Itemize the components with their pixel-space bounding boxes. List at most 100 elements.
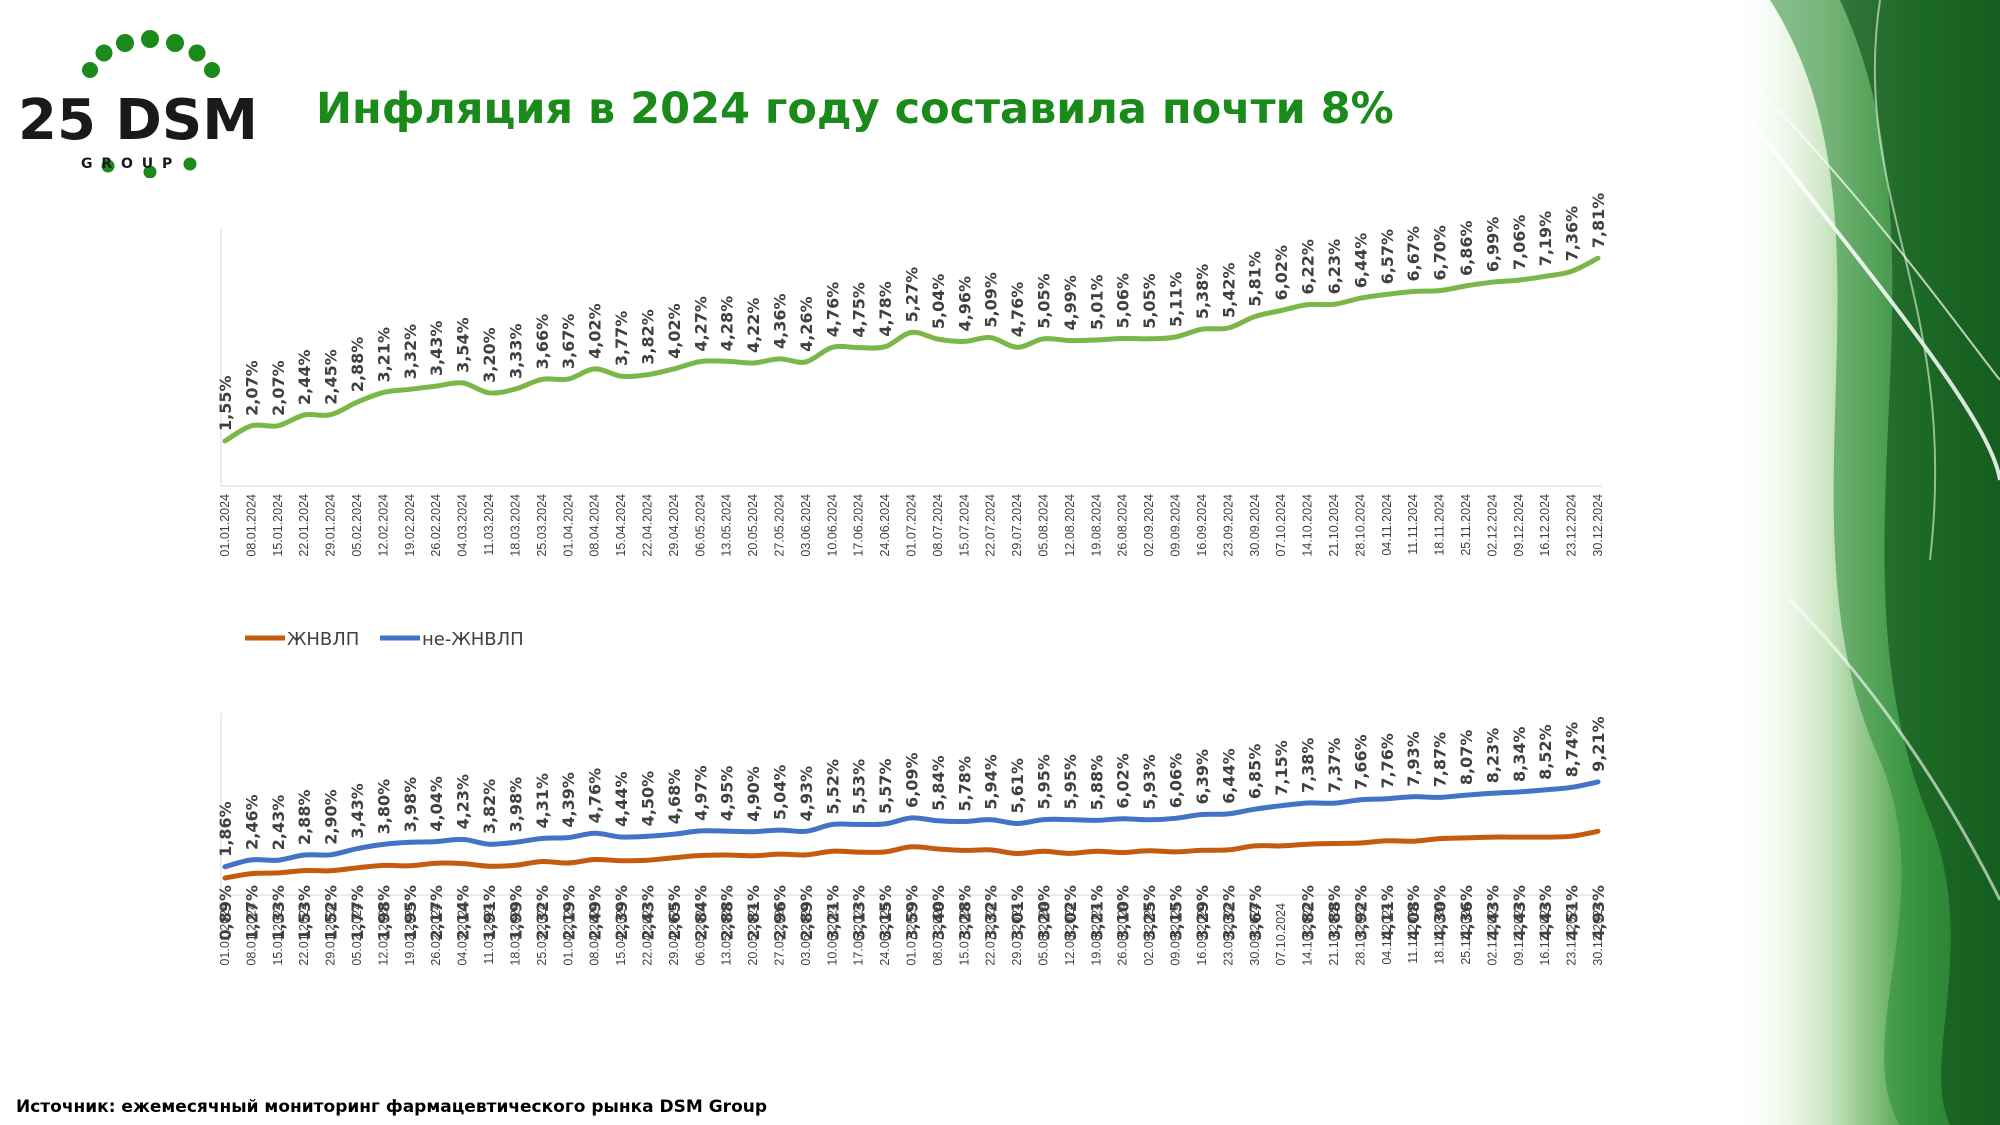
data-point bbox=[1570, 269, 1574, 273]
data-point bbox=[276, 871, 280, 875]
data-label: 3,98% bbox=[506, 777, 525, 833]
data-label: 3,67% bbox=[559, 314, 578, 370]
data-point bbox=[276, 424, 280, 428]
data-point bbox=[1332, 841, 1336, 845]
data-label: 4,95% bbox=[718, 766, 737, 822]
x-tick-label: 09.12.2024 bbox=[1512, 494, 1526, 557]
x-tick-label: 11.11.2024 bbox=[1406, 494, 1420, 555]
data-point bbox=[1042, 337, 1046, 341]
x-tick-label: 29.07.2024 bbox=[1010, 903, 1024, 966]
data-label: 5,11% bbox=[1167, 272, 1186, 328]
data-label: 4,90% bbox=[744, 766, 763, 822]
data-label: 4,31% bbox=[533, 773, 552, 829]
x-tick-label: 23.09.2024 bbox=[1221, 494, 1235, 557]
data-label: 1,95% bbox=[401, 885, 420, 941]
x-tick-label: 02.09.2024 bbox=[1142, 903, 1156, 966]
x-tick-label: 12.02.2024 bbox=[376, 494, 390, 557]
data-label: 2,89% bbox=[797, 885, 816, 941]
data-label: 2,19% bbox=[559, 885, 578, 941]
x-tick-label: 21.10.2024 bbox=[1327, 494, 1341, 557]
legend-label: не-ЖНВЛП bbox=[422, 629, 524, 650]
data-label: 6,44% bbox=[1351, 233, 1370, 289]
x-tick-label: 23.12.2024 bbox=[1565, 494, 1579, 557]
x-tick-label: 30.09.2024 bbox=[1248, 494, 1262, 557]
data-label: 3,82% bbox=[1299, 885, 1318, 941]
x-tick-label: 02.12.2024 bbox=[1485, 903, 1499, 966]
data-point bbox=[672, 832, 676, 836]
data-point bbox=[1253, 844, 1257, 848]
data-label: 5,95% bbox=[1061, 754, 1080, 810]
data-point bbox=[777, 852, 781, 856]
x-tick-label: 30.12.2024 bbox=[1591, 903, 1605, 966]
x-tick-label: 17.06.2024 bbox=[852, 903, 866, 966]
data-label: 3,92% bbox=[1351, 885, 1370, 941]
x-tick-label: 02.12.2024 bbox=[1485, 494, 1499, 557]
data-point bbox=[1174, 850, 1178, 854]
x-tick-label: 19.08.2024 bbox=[1089, 494, 1103, 557]
data-point bbox=[381, 863, 385, 867]
x-tick-label: 22.04.2024 bbox=[640, 903, 654, 966]
x-tick-label: 03.06.2024 bbox=[799, 494, 813, 557]
data-point bbox=[804, 853, 808, 857]
data-point bbox=[381, 391, 385, 395]
data-label: 2,39% bbox=[612, 885, 631, 941]
x-tick-label: 22.04.2024 bbox=[640, 494, 654, 557]
data-point bbox=[487, 864, 491, 868]
data-point bbox=[355, 400, 359, 404]
data-label: 1,52% bbox=[322, 885, 341, 941]
data-label: 6,86% bbox=[1457, 220, 1476, 276]
data-point bbox=[566, 836, 570, 840]
data-label: 3,32% bbox=[401, 324, 420, 380]
data-point bbox=[645, 858, 649, 862]
data-label: 2,96% bbox=[770, 885, 789, 941]
x-tick-label: 04.11.2024 bbox=[1380, 903, 1394, 965]
x-tick-label: 08.01.2024 bbox=[244, 494, 258, 557]
data-label: 4,96% bbox=[955, 276, 974, 332]
x-tick-label: 15.01.2024 bbox=[271, 494, 285, 557]
company-logo: 25 DSM G R O U P bbox=[18, 30, 258, 178]
data-label: 6,39% bbox=[1193, 749, 1212, 805]
data-point bbox=[1068, 851, 1072, 855]
data-label: 1,77% bbox=[348, 885, 367, 941]
x-tick-label: 08.07.2024 bbox=[931, 903, 945, 966]
data-label: 6,23% bbox=[1325, 239, 1344, 295]
data-point bbox=[1490, 280, 1494, 284]
data-label: 3,82% bbox=[480, 779, 499, 835]
x-tick-label: 12.02.2024 bbox=[376, 903, 390, 966]
data-label: 4,76% bbox=[823, 282, 842, 338]
data-point bbox=[989, 848, 993, 852]
data-point bbox=[1068, 339, 1072, 343]
x-tick-label: 19.02.2024 bbox=[403, 903, 417, 966]
data-label: 5,04% bbox=[770, 765, 789, 821]
x-tick-label: 22.07.2024 bbox=[984, 903, 998, 966]
x-tick-label: 04.11.2024 bbox=[1380, 494, 1394, 556]
data-label: 1,86% bbox=[216, 801, 235, 857]
data-point bbox=[1411, 289, 1415, 293]
data-point bbox=[1015, 821, 1019, 825]
x-tick-label: 06.05.2024 bbox=[693, 494, 707, 557]
x-tick-label: 23.09.2024 bbox=[1221, 903, 1235, 966]
x-tick-label: 08.01.2024 bbox=[244, 903, 258, 966]
x-tick-label: 22.01.2024 bbox=[297, 494, 311, 557]
data-label: 3,21% bbox=[374, 327, 393, 383]
data-point bbox=[302, 413, 306, 417]
data-label: 1,55% bbox=[216, 375, 235, 431]
data-label: 9,21% bbox=[1589, 716, 1608, 772]
data-point bbox=[751, 830, 755, 834]
data-label: 3,43% bbox=[348, 783, 367, 839]
x-tick-label: 07.10.2024 bbox=[1274, 903, 1288, 966]
data-point bbox=[1517, 835, 1521, 839]
data-label: 5,84% bbox=[929, 755, 948, 811]
data-label: 3,32% bbox=[1219, 885, 1238, 941]
data-label: 6,44% bbox=[1219, 748, 1238, 804]
data-label: 7,81% bbox=[1589, 193, 1608, 249]
x-tick-label: 29.04.2024 bbox=[667, 903, 681, 966]
data-label: 7,37% bbox=[1325, 738, 1344, 794]
data-label: 6,85% bbox=[1246, 744, 1265, 800]
data-label: 5,05% bbox=[1140, 273, 1159, 329]
data-point bbox=[1015, 852, 1019, 856]
x-tick-label: 01.04.2024 bbox=[561, 494, 575, 557]
data-point bbox=[487, 391, 491, 395]
data-point bbox=[672, 856, 676, 860]
data-label: 5,06% bbox=[1114, 273, 1133, 329]
